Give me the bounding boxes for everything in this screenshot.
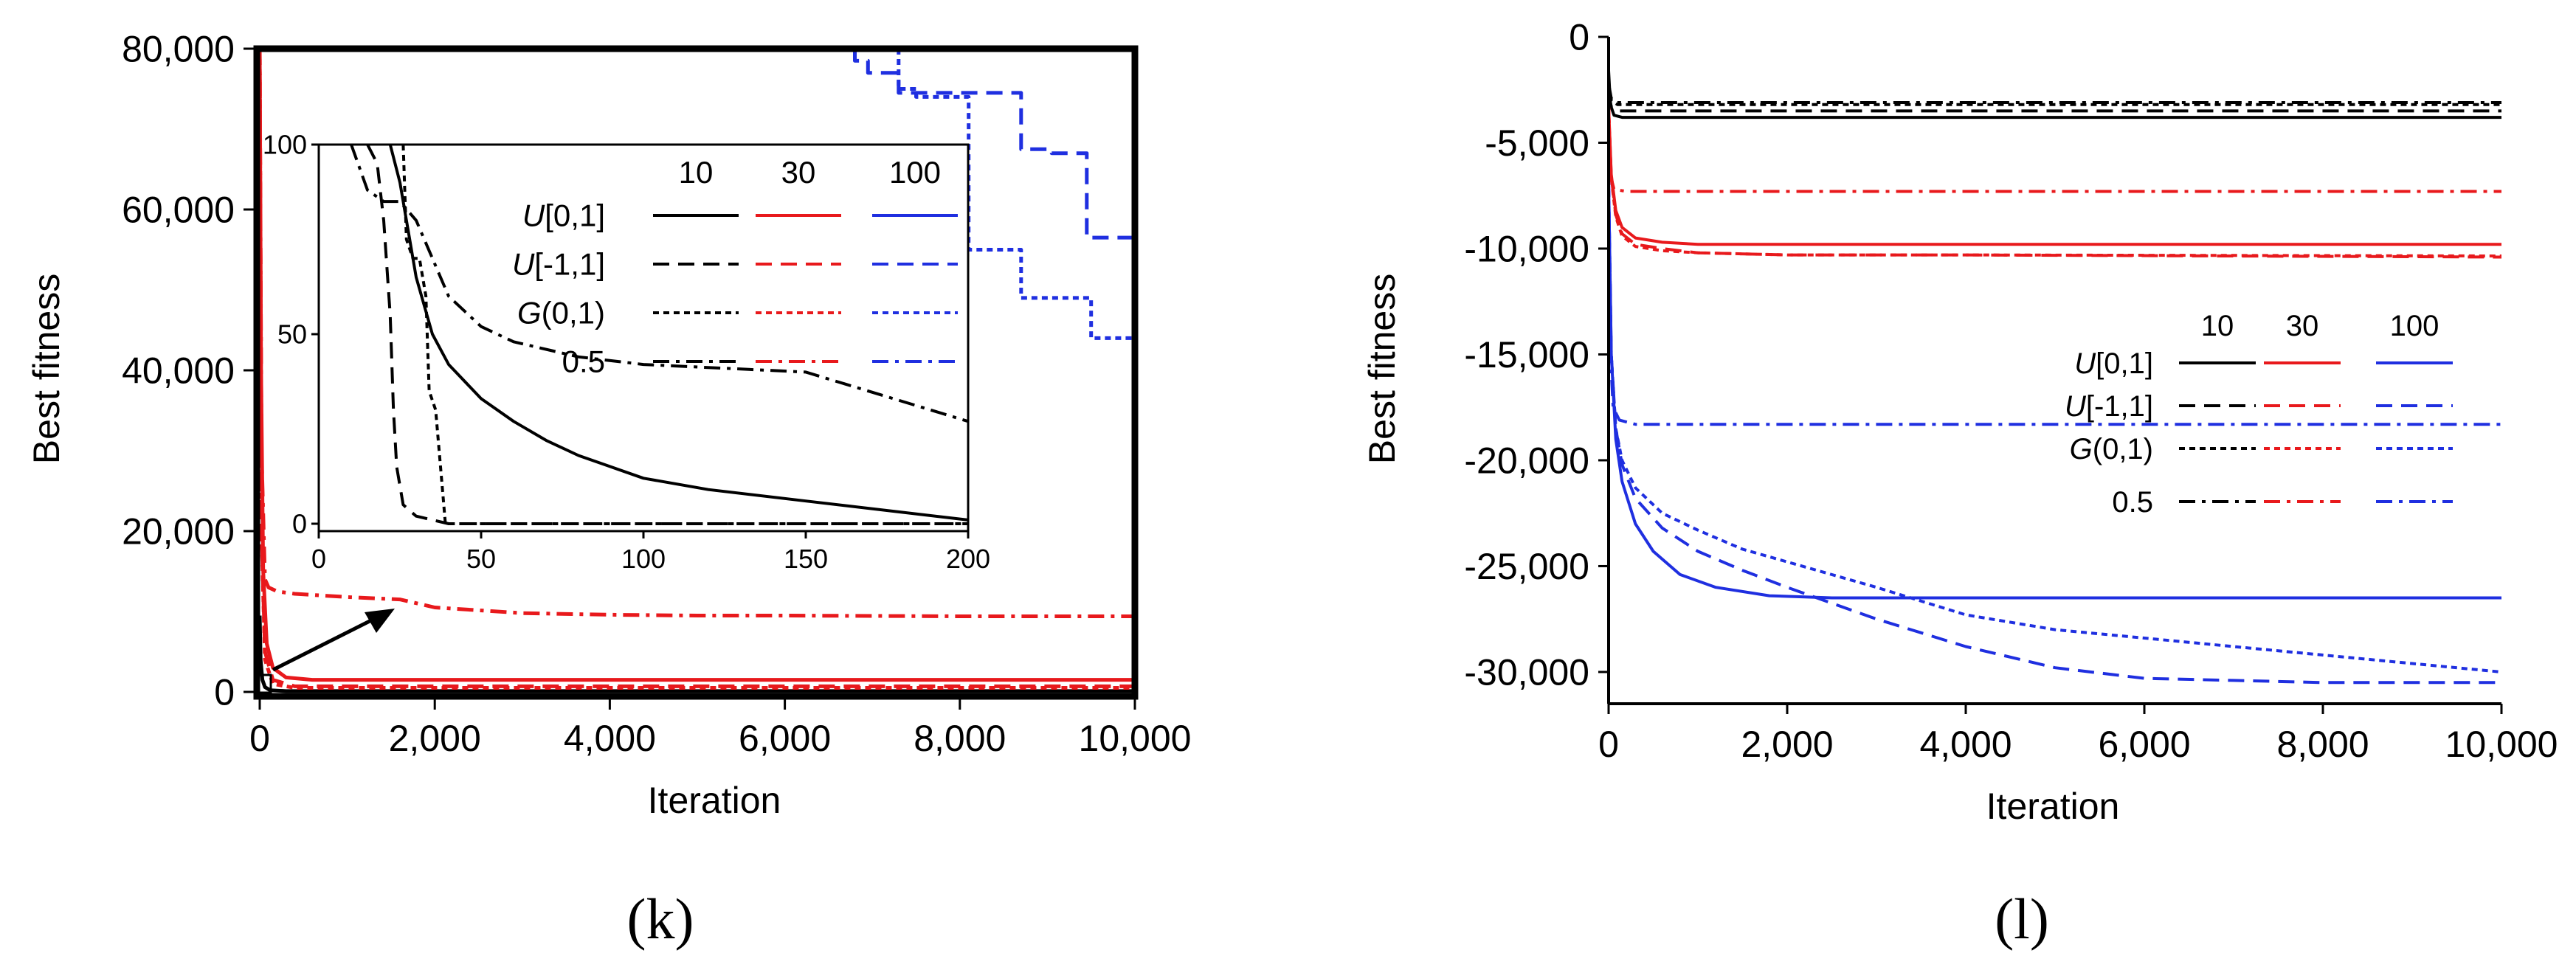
- k-ytick-label: 40,000: [122, 350, 235, 392]
- inset-ytick-label: 100: [263, 130, 307, 160]
- k-xtick-label: 8,000: [914, 718, 1006, 759]
- series-line: [350, 145, 968, 423]
- legend-label: 0.5: [562, 344, 605, 379]
- legend-header: 100: [2390, 310, 2439, 342]
- inset-xtick-label: 50: [466, 544, 496, 574]
- k-ytick-label: 80,000: [122, 29, 235, 70]
- l-ytick-label: -25,000: [1464, 546, 1589, 587]
- k-ytick-label: 0: [214, 672, 235, 713]
- series-line: [1609, 181, 2501, 685]
- chart-l-legend: 10 30 100 U[0,1] U[-1,1] G(0,1) 0.5: [2065, 310, 2453, 519]
- legend-label: U[-1,1]: [2065, 390, 2153, 423]
- legend-label: U[0,1]: [2074, 347, 2153, 380]
- chart-l-series: [1609, 70, 2501, 685]
- series-line: [1609, 181, 2501, 673]
- k-xtick-label: 6,000: [739, 718, 831, 759]
- series-line: [1609, 106, 2501, 259]
- inset-xtick-label: 200: [946, 544, 990, 574]
- zoom-arrow-head: [365, 609, 395, 633]
- caption-k: (k): [627, 887, 694, 951]
- series-line: [1609, 106, 2501, 193]
- l-ytick-label: -5,000: [1485, 122, 1589, 164]
- inset-background: [319, 145, 968, 531]
- series-line: [1609, 83, 2501, 104]
- series-line: [1609, 106, 2501, 257]
- inset-xtick-label: 100: [621, 544, 666, 574]
- k-xtick-label: 2,000: [389, 718, 481, 759]
- series-line: [258, 49, 1135, 690]
- legend-header: 10: [2201, 310, 2234, 342]
- chart-l: 0 2,000 4,000 6,000 8,000 10,000 0 -5,000 -10,00…: [1361, 17, 2558, 828]
- k-xtick-label: 4,000: [564, 718, 656, 759]
- k-ytick-label: 60,000: [122, 190, 235, 231]
- chart-l-axes: 0 2,000 4,000 6,000 8,000 10,000 0 -5,000 -10,00…: [1464, 17, 2558, 766]
- inset-xtick-label: 150: [784, 544, 828, 574]
- chart-k-legend: 10 30 100 U[0,1] U[-1,1] G(0,1) 0.5: [512, 155, 958, 379]
- l-xtick-label: 2,000: [1741, 724, 1833, 765]
- l-ytick-label: -20,000: [1464, 440, 1589, 481]
- inset-xtick-label: 0: [311, 544, 326, 574]
- chart-k-inset: 0 50 100 150 200 0 50 100 10 30 100 U[0,1] U[-1,1] G…: [263, 130, 990, 574]
- series-line: [853, 49, 1135, 240]
- series-line: [401, 145, 968, 525]
- k-xtick-label: 0: [249, 718, 270, 759]
- l-xtick-label: 10,000: [2445, 724, 2558, 765]
- legend-label: 0.5: [2112, 486, 2153, 519]
- k-ytick-label: 20,000: [122, 511, 235, 553]
- l-ytick-label: 0: [1569, 17, 1589, 58]
- chart-k-frame: [253, 45, 1139, 700]
- legend-label: U[-1,1]: [512, 247, 605, 282]
- legend-header: 30: [2286, 310, 2319, 342]
- chart-l-ylabel: Best fitness: [1361, 274, 1403, 464]
- inset-ytick-label: 50: [277, 319, 307, 350]
- legend-label: U[0,1]: [522, 198, 605, 233]
- series-line: [258, 49, 1135, 618]
- series-line: [1609, 181, 2501, 426]
- l-xtick-label: 8,000: [2276, 724, 2369, 765]
- chart-k-axes: 0 2,000 4,000 6,000 8,000 10,000 0 20,000 40,000…: [122, 29, 1191, 760]
- l-ytick-label: -10,000: [1464, 228, 1589, 269]
- chart-l-xlabel: Iteration: [1986, 786, 2120, 827]
- legend-label: G(0,1): [517, 296, 605, 330]
- legend-header: 100: [889, 155, 941, 190]
- chart-k-ylabel: Best fitness: [26, 274, 67, 464]
- legend-header: 30: [781, 155, 816, 190]
- k-xtick-label: 10,000: [1079, 718, 1192, 759]
- legend-label: G(0,1): [2070, 433, 2153, 465]
- inset-series: [350, 145, 968, 525]
- zoom-arrow: [272, 617, 374, 672]
- inset-axes: 0 50 100 150 200 0 50 100: [263, 130, 990, 574]
- series-line: [366, 145, 968, 525]
- l-xtick-label: 4,000: [1919, 724, 2012, 765]
- l-xtick-label: 6,000: [2098, 724, 2190, 765]
- caption-l: (l): [1995, 887, 2049, 951]
- l-ytick-label: -30,000: [1464, 651, 1589, 693]
- l-ytick-label: -15,000: [1464, 334, 1589, 375]
- zoom-box: [253, 673, 272, 694]
- series-line: [1609, 106, 2501, 246]
- legend-header: 10: [679, 155, 714, 190]
- series-line: [1609, 181, 2501, 600]
- chart-k-xlabel: Iteration: [648, 780, 781, 821]
- series-line: [258, 615, 1135, 693]
- l-xtick-label: 0: [1598, 724, 1619, 765]
- inset-ytick-label: 0: [292, 509, 307, 539]
- chart-k: 0 2,000 4,000 6,000 8,000 10,000 0 20,000 40,000…: [26, 29, 1191, 822]
